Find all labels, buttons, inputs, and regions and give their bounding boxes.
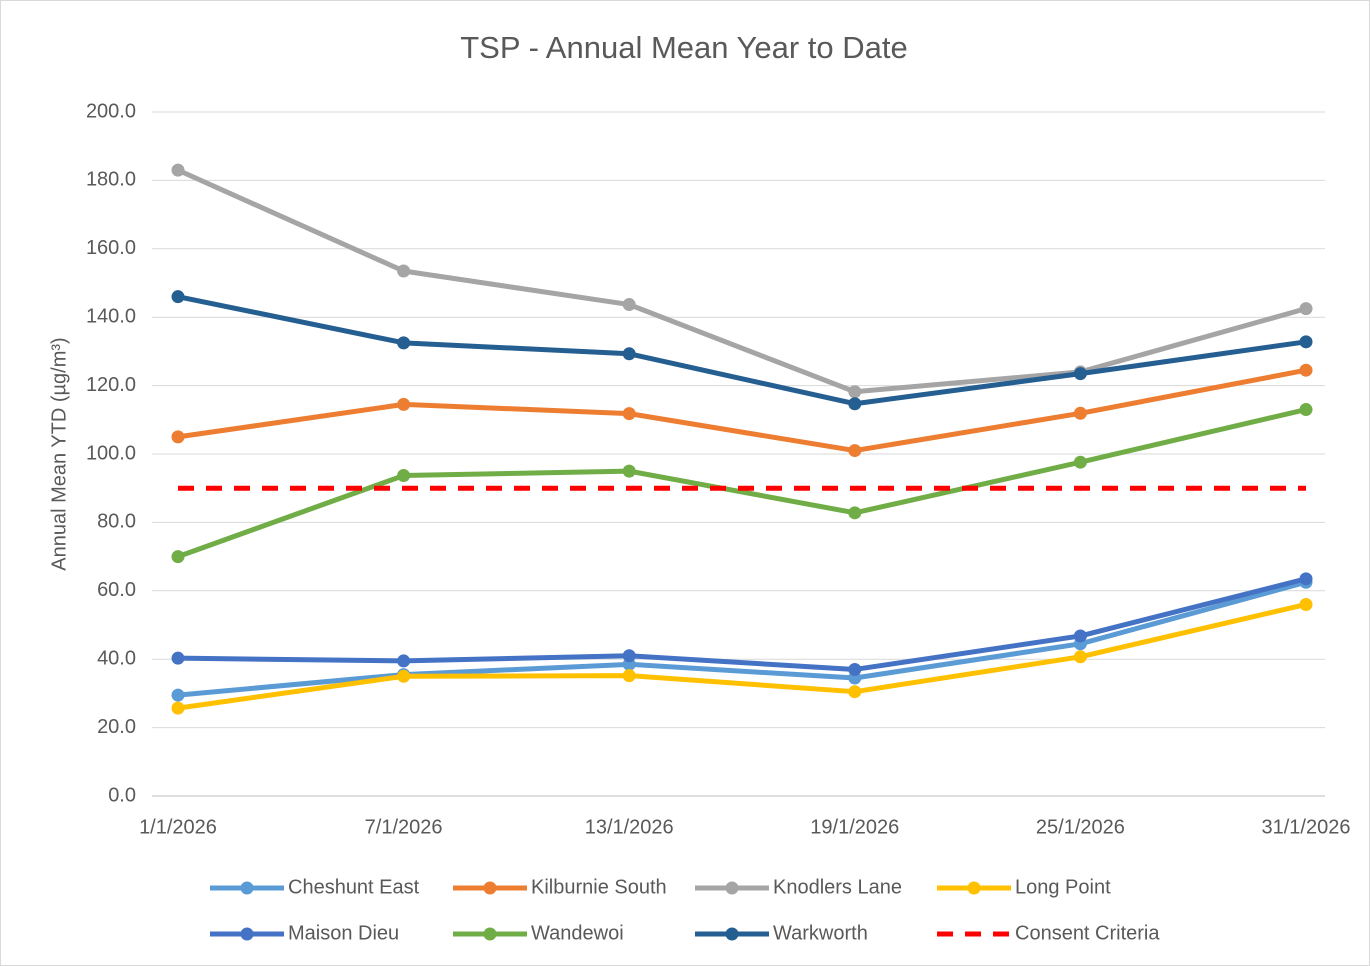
y-tick-label: 40.0	[97, 647, 136, 669]
y-tick-label: 120.0	[86, 374, 136, 396]
y-tick-label: 60.0	[97, 579, 136, 601]
y-tick-label: 0.0	[108, 784, 136, 806]
y-tick-label: 20.0	[97, 716, 136, 738]
legend-marker	[483, 927, 497, 941]
point	[171, 550, 185, 564]
point	[397, 264, 411, 278]
point	[622, 407, 636, 421]
legend-label: Kilburnie South	[531, 876, 667, 898]
legend-label: Consent Criteria	[1015, 922, 1160, 944]
series-line	[175, 407, 1309, 560]
legend-marker	[240, 881, 254, 895]
point	[1299, 335, 1313, 349]
point	[848, 506, 862, 520]
x-tick-label: 25/1/2026	[1036, 816, 1125, 838]
point	[848, 685, 862, 699]
series-line	[175, 367, 1309, 454]
legend-marker	[725, 881, 739, 895]
legend-label: Warkworth	[773, 922, 868, 944]
legend-label: Long Point	[1015, 876, 1111, 898]
legend-marker	[725, 927, 739, 941]
point	[397, 397, 411, 411]
point	[848, 385, 862, 399]
legend-label: Knodlers Lane	[773, 876, 902, 898]
legend-label: Wandewoi	[531, 922, 624, 944]
point	[1073, 455, 1087, 469]
point	[1299, 597, 1313, 611]
series-line	[175, 576, 1309, 672]
x-tick-label: 1/1/2026	[139, 816, 217, 838]
point	[1073, 650, 1087, 664]
point	[622, 298, 636, 312]
legend-label: Cheshunt East	[288, 876, 420, 898]
point	[1299, 403, 1313, 417]
series-line	[175, 579, 1309, 698]
y-tick-label: 160.0	[86, 237, 136, 259]
y-tick-label: 140.0	[86, 305, 136, 327]
x-tick-label: 31/1/2026	[1262, 816, 1351, 838]
point	[622, 464, 636, 478]
y-tick-label: 180.0	[86, 169, 136, 191]
point	[171, 163, 185, 177]
point	[1073, 406, 1087, 420]
point	[1299, 302, 1313, 316]
point	[171, 290, 185, 304]
point	[622, 669, 636, 683]
y-tick-label: 80.0	[97, 511, 136, 533]
point	[1073, 629, 1087, 643]
point	[848, 444, 862, 458]
legend-marker	[483, 881, 497, 895]
series-line	[175, 167, 1309, 395]
x-tick-label: 7/1/2026	[365, 816, 443, 838]
point	[622, 649, 636, 663]
x-tick-label: 13/1/2026	[585, 816, 674, 838]
point	[1299, 363, 1313, 377]
point	[1073, 367, 1087, 381]
point	[171, 430, 185, 444]
series-line	[175, 601, 1309, 711]
x-tick-label: 19/1/2026	[810, 816, 899, 838]
point	[848, 662, 862, 676]
point	[171, 651, 185, 665]
point	[171, 701, 185, 715]
point	[1299, 572, 1313, 586]
point	[397, 336, 411, 350]
y-tick-label: 200.0	[86, 100, 136, 122]
point	[397, 669, 411, 683]
point	[171, 688, 185, 702]
legend-marker	[967, 881, 981, 895]
legend-marker	[240, 927, 254, 941]
point	[397, 654, 411, 668]
y-tick-label: 100.0	[86, 442, 136, 464]
series-line	[175, 294, 1309, 407]
point	[397, 469, 411, 483]
chart-title: TSP - Annual Mean Year to Date	[460, 30, 908, 65]
point	[848, 397, 862, 411]
y-axis-label: Annual Mean YTD (µg/m³)	[48, 337, 70, 570]
legend-label: Maison Dieu	[288, 922, 399, 944]
point	[622, 347, 636, 361]
